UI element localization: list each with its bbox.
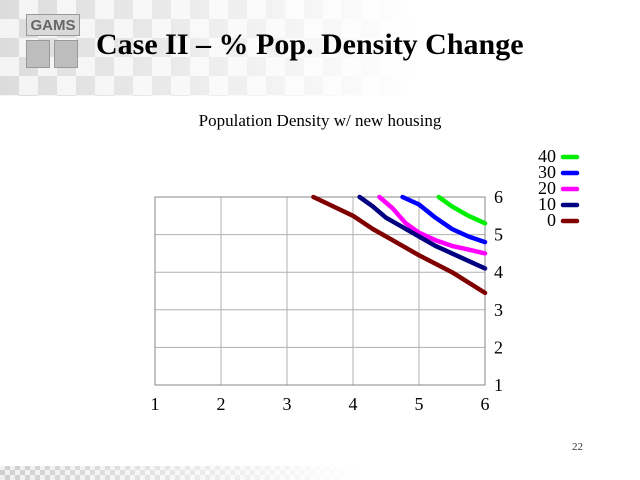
x-tick-label: 4 [349,394,358,414]
series-line-10 [357,194,488,271]
legend-label-20: 20 [538,178,556,198]
chart-grid [154,196,486,386]
x-tick-labels: 1 2 3 4 5 6 [151,394,490,414]
y-tick-labels: 1 2 3 4 5 6 [494,187,503,395]
y-tick-label: 5 [494,225,503,245]
logo-square-left [26,40,50,68]
series-line-0 [311,194,488,296]
gams-logo-text: GAMS [26,14,80,36]
legend-label-0: 0 [547,210,556,230]
legend-label-40: 40 [538,146,556,166]
y-tick-label: 6 [494,187,503,207]
x-tick-label: 3 [283,394,292,414]
slide-number: 22 [572,441,583,453]
y-tick-label: 2 [494,337,503,357]
logo-square-right [54,40,78,68]
series-line-20 [377,194,488,256]
y-tick-label: 1 [494,375,503,395]
x-tick-label: 1 [151,394,160,414]
series-line-40 [436,194,488,226]
chart-title: Population Density w/ new housing [199,111,442,130]
plot-frame [154,196,486,386]
series-line-30 [400,194,488,245]
x-tick-label: 6 [481,394,490,414]
x-tick-label: 5 [415,394,424,414]
x-tick-label: 2 [217,394,226,414]
chart-series [311,194,488,296]
gams-logo: GAMS [26,12,80,70]
y-tick-label: 4 [494,262,503,282]
legend-label-10: 10 [538,194,556,214]
legend-label-30: 30 [538,162,556,182]
y-tick-label: 3 [494,300,503,320]
slide-title: Case II – % Pop. Density Change [96,28,524,61]
